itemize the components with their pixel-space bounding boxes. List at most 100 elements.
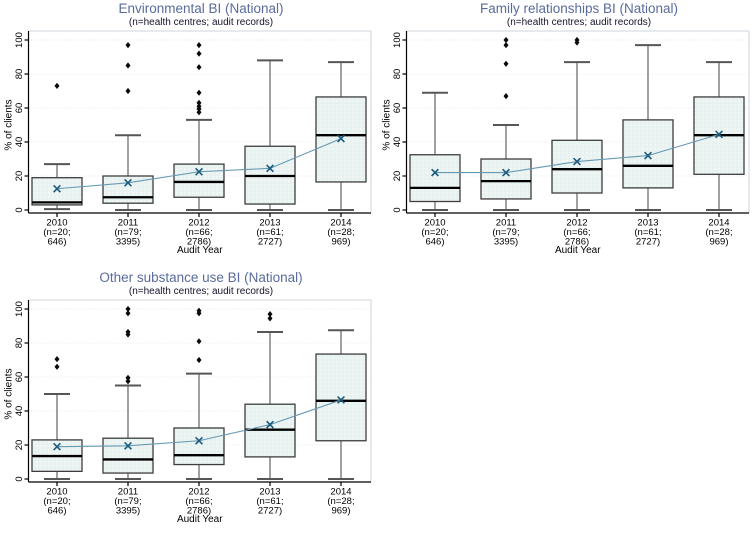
x-category-label: (n=20; (43, 227, 70, 238)
x-category-label: (n=66; (185, 227, 212, 238)
x-category-label: (n=28; (705, 227, 732, 238)
x-category-label: (n=20; (421, 227, 448, 238)
iqr-box (551, 139, 603, 194)
y-tick-label: 0 (392, 207, 403, 212)
box-group-2013 (244, 330, 296, 480)
iqr-box (622, 119, 674, 189)
y-tick-label: 0 (14, 207, 25, 212)
y-tick-label: 20 (392, 171, 403, 182)
chart-subtitle-other-substance-use: (n=health centres; audit records) (128, 286, 274, 297)
outlier-diamond (196, 42, 202, 49)
outlier-diamond (196, 99, 202, 106)
box-group-2014 (315, 329, 367, 480)
outlier-diamond (54, 363, 60, 370)
y-tick-label: 40 (14, 406, 25, 417)
iqr-box (409, 154, 461, 203)
x-category-label: 646) (425, 237, 444, 248)
x-category-label: 3395) (116, 506, 140, 517)
chart-title-environmental: Environmental BI (National) (118, 1, 284, 16)
y-tick-label: 100 (392, 32, 403, 48)
x-category-label: 2011 (118, 218, 138, 229)
mean-x-marker (266, 164, 274, 173)
chart-subtitle-environmental: (n=health centres; audit records) (128, 17, 274, 28)
outlier-diamond (125, 310, 131, 317)
mean-x-marker (644, 151, 652, 160)
x-category-label: (n=61; (256, 227, 283, 238)
x-category-label: (n=28; (327, 227, 354, 238)
x-category-label: 2014 (330, 487, 351, 498)
x-category-label: 2013 (259, 487, 280, 498)
y-tick-label: 80 (392, 69, 403, 80)
outlier-diamond (503, 42, 509, 49)
outlier-diamond (125, 374, 131, 381)
mean-x-marker (431, 168, 439, 177)
x-category-label: 2014 (330, 218, 351, 229)
outlier-diamond (574, 36, 580, 44)
iqr-box (173, 163, 225, 198)
outlier-diamond (54, 356, 60, 363)
x-category-label: 2012 (188, 218, 209, 229)
panel-environmental-bi: 0 20 40 60 80 100 % of clients 2010 (n=20; 646) 20… (0, 0, 378, 269)
mean-x-marker (266, 420, 274, 429)
box-group-2011 (480, 124, 532, 211)
outlier-diamond (196, 103, 202, 110)
x-category-label: 3395) (116, 237, 140, 248)
y-tick-label: 60 (14, 103, 25, 114)
x-category-label: 969) (709, 237, 728, 248)
x-category-label: 2727) (258, 506, 282, 517)
outlier-diamond (125, 62, 131, 69)
mean-x-marker (715, 130, 723, 139)
x-category-label: 2786) (187, 237, 211, 248)
box-group-2010 (409, 91, 461, 211)
y-axis-title: % of clients (382, 99, 393, 150)
x-category-label: (n=66; (185, 496, 212, 507)
mean-x-marker (53, 184, 61, 193)
mean-x-marker (124, 178, 132, 187)
panel-other-substance-use-bi: 0 20 40 60 80 100 % of clients 2010 (n=20; 646) 20… (0, 269, 378, 538)
x-category-label: (n=79; (114, 496, 141, 507)
box-group-2011 (102, 134, 154, 211)
y-tick-label: 20 (14, 440, 25, 451)
chart-subtitle-family-relationships: (n=health centres; audit records) (506, 17, 652, 28)
iqr-box (315, 353, 367, 442)
boxplot-environmental-bi: 0 20 40 60 80 100 % of clients 2010(n=20;646) 20… (4, 30, 372, 256)
box-group-2012 (173, 372, 225, 480)
outlier-diamond (54, 82, 60, 89)
iqr-box (173, 427, 225, 466)
mean-x-marker (195, 436, 203, 445)
x-category-label: 2010 (46, 487, 67, 498)
outlier-diamond (125, 378, 131, 385)
box-group-2014 (315, 61, 367, 211)
x-category-label: 2013 (637, 218, 658, 229)
x-category-label: (n=28; (327, 496, 354, 507)
y-tick-label: 100 (14, 32, 25, 48)
x-category-label: 2011 (118, 487, 138, 498)
x-category-label: 646) (47, 237, 66, 248)
box-group-2012 (551, 61, 603, 211)
y-tick-label: 0 (14, 476, 25, 481)
boxplot-other-substance-use-bi: 0 20 40 60 80 100 % of clients 2010(n=20;646) 20… (4, 299, 372, 525)
x-category-label: 2786) (187, 506, 211, 517)
x-category-label: 646) (47, 506, 66, 517)
outlier-diamond (196, 64, 202, 71)
x-category-label: 2013 (259, 218, 280, 229)
x-category-label: (n=20; (43, 496, 70, 507)
outlier-diamond (196, 109, 202, 116)
mean-x-marker (195, 167, 203, 176)
box-group-2010 (31, 393, 83, 480)
x-category-label: 2012 (566, 218, 587, 229)
outlier-diamond (196, 50, 202, 57)
box-group-2010 (31, 163, 83, 211)
outlier-diamond (196, 89, 202, 96)
outlier-diamond (125, 305, 131, 313)
outlier-diamond (267, 311, 273, 318)
y-tick-label: 40 (14, 137, 25, 148)
x-category-label: 2727) (258, 237, 282, 248)
iqr-box (31, 177, 83, 206)
y-tick-label: 20 (14, 171, 25, 182)
chart-title-other-substance-use: Other substance use BI (National) (99, 270, 303, 285)
x-axis-title: Audit Year (555, 245, 601, 256)
outlier-diamond (503, 36, 509, 44)
iqr-box (102, 437, 154, 474)
